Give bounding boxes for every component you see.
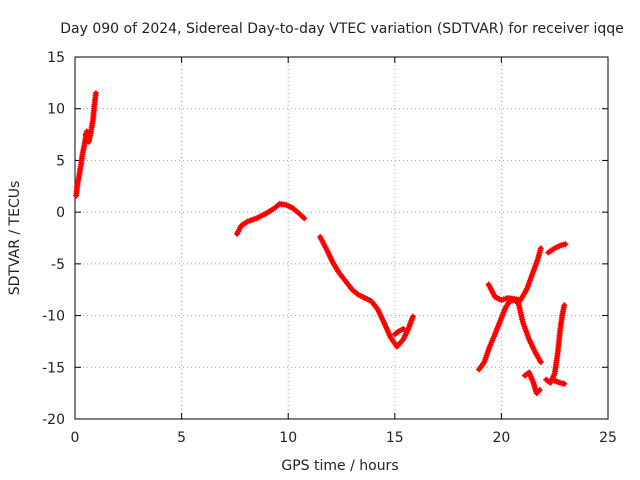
x-axis-label: GPS time / hours (281, 458, 398, 474)
y-tick-label: 0 (56, 205, 65, 221)
y-tick-label: 10 (47, 102, 65, 118)
data-point (92, 90, 99, 97)
axis-ticks: 0 5 10 15 20 25 -20 -15 -10 -5 0 5 10 15 (42, 50, 617, 446)
data-point (537, 245, 544, 252)
y-tick-label: -10 (42, 309, 65, 325)
data-point (299, 214, 306, 221)
x-tick-label: 10 (279, 430, 297, 446)
x-tick-label: 20 (492, 430, 510, 446)
plot-frame (74, 56, 609, 420)
data-points (73, 90, 569, 397)
data-point (400, 326, 407, 333)
data-point (561, 380, 568, 387)
y-axis-label: SDTVAR / TECUs (7, 181, 23, 296)
data-point (409, 313, 416, 320)
y-tick-label: 5 (56, 153, 65, 169)
chart-title: Day 090 of 2024, Sidereal Day-to-day VTE… (60, 21, 624, 37)
y-tick-label: -15 (42, 360, 65, 376)
y-tick-label: -5 (51, 257, 65, 273)
y-tick-label: -20 (42, 412, 65, 428)
x-tick-label: 25 (599, 430, 617, 446)
x-tick-label: 0 (71, 430, 80, 446)
data-point (561, 302, 568, 309)
y-tick-label: 15 (47, 50, 65, 66)
data-point (562, 241, 569, 248)
grid (75, 57, 608, 419)
x-tick-label: 5 (177, 430, 186, 446)
data-point (301, 215, 308, 222)
data-point (536, 387, 543, 394)
x-tick-label: 15 (386, 430, 404, 446)
data-point (537, 359, 544, 366)
